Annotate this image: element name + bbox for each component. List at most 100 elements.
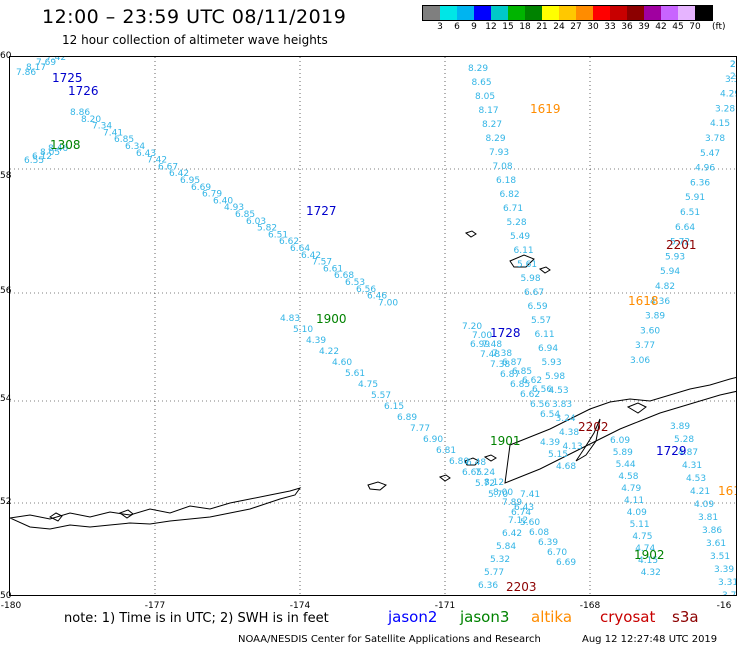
lon-label-1: -177 <box>144 601 166 611</box>
track-1726: 8.868.207.347.416.856.346.437.426.676.42… <box>68 84 398 308</box>
wave-height-value: 6.69 <box>556 558 576 568</box>
wave-height-value: 6.08 <box>529 528 549 538</box>
color-scale-tick: 39 <box>638 22 650 32</box>
color-swatch <box>440 6 457 20</box>
wave-height-value: 6.81 <box>436 446 456 456</box>
wave-height-value: 5.57 <box>531 316 551 326</box>
wave-height-value: 6.12 <box>32 152 52 162</box>
wave-height-value: 4.58 <box>618 472 638 482</box>
wave-height-value: 8.29 <box>468 64 488 74</box>
track-1901: 6.487.248.128.007.896.745.606.086.396.70… <box>466 434 576 568</box>
wave-height-value: 6.56 <box>530 400 550 410</box>
color-scale-tick: 27 <box>570 22 582 32</box>
wave-height-value: 7.00 <box>472 331 492 341</box>
color-scale-tick: 18 <box>519 22 531 32</box>
wave-height-value: 4.79 <box>621 484 641 494</box>
wave-height-value: 5.94 <box>660 267 680 277</box>
wave-height-value: 3.60 <box>640 326 660 336</box>
wave-height-value: 2.40 <box>730 60 737 70</box>
wave-height-value: 6.61 <box>323 264 343 274</box>
color-swatch <box>610 6 627 20</box>
credit-line: NOAA/NESDIS Center for Satellite Applica… <box>238 634 541 645</box>
wave-height-value: 6.90 <box>423 435 443 445</box>
wave-height-value: 6.53 <box>345 278 365 288</box>
wave-height-value: 5.98 <box>545 372 565 382</box>
wave-height-value: 5.44 <box>616 460 636 470</box>
wave-height-value: 6.85 <box>114 135 134 145</box>
wave-height-value: 7.69 <box>36 58 56 68</box>
wave-height-value: 6.89 <box>397 413 417 423</box>
lon-label-5: -16 <box>716 601 732 611</box>
color-swatch <box>423 6 440 20</box>
wave-height-value: 7.48 <box>482 340 502 350</box>
track-1902: 6.09 5.89 5.44 4.58 4.79 4.11 4.09 5.11 4.75 4.74… <box>610 436 665 578</box>
wave-height-value: 6.15 <box>384 402 404 412</box>
wave-height-value: 6.62 <box>279 237 299 247</box>
wave-height-value: 2.40 <box>730 72 737 82</box>
pass-time-label: 1902 <box>634 548 665 562</box>
wave-height-value: 6.48 <box>466 458 486 468</box>
wave-height-value: 6.51 <box>680 208 700 218</box>
color-swatch <box>474 6 491 20</box>
color-scale-tick: 9 <box>471 22 477 32</box>
color-swatch <box>491 6 508 20</box>
wave-height-value: 6.79 <box>202 190 222 200</box>
track-2201: 2.82.402201 <box>666 60 737 252</box>
wave-height-value: 4.09 <box>694 500 714 510</box>
pass-time-label: 2202 <box>578 420 609 434</box>
wave-height-value: 3.28 <box>715 104 735 114</box>
wave-height-value: 6.36 <box>690 178 710 188</box>
wave-height-value: 5.61 <box>345 369 365 379</box>
pass-time-label: 1619 <box>530 102 561 116</box>
wave-height-value: 6.68 <box>334 271 354 281</box>
footer-note: note: 1) Time is in UTC; 2) SWH is in fe… <box>64 611 329 626</box>
wave-height-value: 6.42 <box>502 529 522 539</box>
color-swatch <box>542 6 559 20</box>
wave-height-value: 8.12 <box>484 478 504 488</box>
wave-height-value: 6.59 <box>528 302 548 312</box>
wave-height-value: 3.89 <box>645 312 665 322</box>
wave-height-value: 6.85 <box>510 380 530 390</box>
pass-time-label: 1900 <box>316 312 347 326</box>
lat-label-50: 50 <box>0 591 12 601</box>
wave-height-value: 3.24 <box>556 414 576 424</box>
wave-height-value: 3.61 <box>706 539 726 549</box>
wave-height-value: 6.62 <box>522 376 542 386</box>
wave-height-value: 7.57 <box>312 258 332 268</box>
wave-height-value: 6.43 <box>136 149 156 159</box>
wave-height-value: 4.96 <box>695 164 715 174</box>
wave-height-value: 3.7 <box>722 591 736 596</box>
wave-height-value: 4.75 <box>632 532 652 542</box>
color-scale-tick: 70 <box>689 22 701 32</box>
track-2202: 4.39 5.15 4.68 2202 <box>540 420 609 472</box>
color-scale-bar <box>422 5 713 21</box>
wave-height-value: 8.17 <box>26 63 46 73</box>
wave-height-value: 6.54 <box>540 410 560 420</box>
legend-jason2: jason2 <box>388 608 438 626</box>
lon-label-0: -180 <box>0 601 22 611</box>
wave-height-value: 4.75 <box>358 380 378 390</box>
wave-height-value: 7.08 <box>493 162 513 172</box>
wave-height-value: 4.15 <box>638 556 658 566</box>
wave-height-value: 8.27 <box>482 120 502 130</box>
wave-height-value: 6.46 <box>367 292 387 302</box>
wave-height-value: 6.11 <box>535 330 555 340</box>
wave-height-value: 6.65 <box>462 468 482 478</box>
pass-time-label: 1729 <box>656 444 687 458</box>
wave-height-value: 6.55 <box>24 156 44 166</box>
wave-height-value: 7.41 <box>520 490 540 500</box>
wave-height-value: 4.82 <box>655 282 675 292</box>
pass-time-label: 1726 <box>68 84 99 98</box>
wave-height-value: 4.68 <box>556 462 576 472</box>
wave-height-value: 5.32 <box>490 555 510 565</box>
lat-label-58: 58 <box>0 171 12 181</box>
map-canvas: 7.868.177.697.427.718.607.918.658.728.31… <box>10 57 737 596</box>
wave-height-value: 4.39 <box>540 438 560 448</box>
wave-height-value: 6.18 <box>496 176 516 186</box>
lat-label-56: 56 <box>0 286 12 296</box>
wave-height-value: 4.32 <box>641 568 661 578</box>
color-swatch <box>661 6 678 20</box>
wave-height-value: 5.11 <box>630 520 650 530</box>
legend-s3a: s3a <box>672 608 699 626</box>
